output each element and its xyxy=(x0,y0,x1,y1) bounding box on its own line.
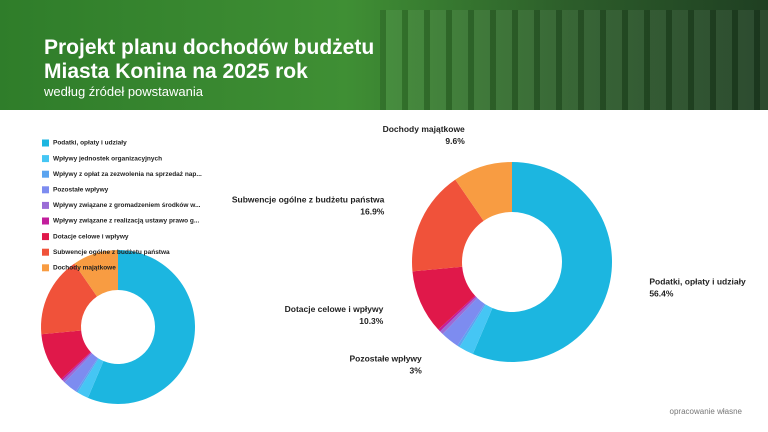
donut-slice xyxy=(74,250,118,297)
legend-label: Subwencje ogólne z budżetu państwa xyxy=(53,249,170,256)
slice-name: Dotacje celowe i wpływy xyxy=(285,304,384,314)
donut-slice xyxy=(459,304,493,355)
title: Projekt planu dochodów budżetu Miasta Ko… xyxy=(44,36,375,83)
donut-slice xyxy=(41,330,91,380)
slice-name: Pozostałe wpływy xyxy=(350,354,423,364)
donut-slice xyxy=(439,296,478,335)
donut-slice xyxy=(75,357,99,393)
legend-swatch xyxy=(42,264,49,272)
value-label: 9.6% xyxy=(445,136,465,146)
legend-label: Wpływy z opłat za zezwolenia na sprzedaż… xyxy=(53,171,202,178)
legend-swatch xyxy=(42,155,49,163)
donut-slice xyxy=(61,351,92,381)
legend-label: Dochody majątkowe xyxy=(53,265,116,272)
donut-slice xyxy=(442,298,485,346)
value-label: 3% xyxy=(409,366,422,376)
donut-slice xyxy=(412,266,476,330)
value-label: 56.4% xyxy=(649,289,674,299)
donut-slice xyxy=(41,263,98,335)
value-label: 10.3% xyxy=(359,316,384,326)
legend-label: Wpływy jednostek organizacyjnych xyxy=(53,155,162,162)
legend-swatch xyxy=(42,248,49,256)
donut-slice xyxy=(472,162,612,362)
legend-swatch xyxy=(42,201,49,209)
slice-name: Subwencje ogólne z budżetu państwa xyxy=(232,194,385,204)
slice-name: Dochody majątkowe xyxy=(383,124,465,134)
legend-swatch xyxy=(42,233,49,241)
slice-name: Podatki, opłaty i udziały xyxy=(649,277,746,287)
donut-slice xyxy=(455,162,512,221)
donut-slice xyxy=(457,303,486,348)
donut-slice xyxy=(64,353,98,392)
legend-swatch xyxy=(42,217,49,225)
legend-swatch xyxy=(42,170,49,178)
donut-slice xyxy=(412,179,484,272)
donut-slice xyxy=(77,358,104,398)
footer: opracowanie własne xyxy=(669,407,743,416)
legend-swatch xyxy=(42,186,49,194)
donut-slice xyxy=(438,295,476,332)
legend-label: Dotacje celowe i wpływy xyxy=(53,233,129,240)
donut-slice xyxy=(62,352,93,383)
legend-label: Wpływy związane z gromadzeniem środków w… xyxy=(53,202,201,209)
value-label: 16.9% xyxy=(360,206,385,216)
subtitle: według źródeł powstawania xyxy=(44,84,203,99)
legend-label: Podatki, opłaty i udziały xyxy=(53,140,127,147)
legend-swatch xyxy=(42,139,49,147)
header xyxy=(0,0,768,110)
donut-slice xyxy=(87,250,195,404)
legend-label: Pozostałe wpływy xyxy=(53,187,109,194)
header-image xyxy=(380,10,768,110)
legend-label: Wpływy związane z realizacją ustawy praw… xyxy=(53,218,199,225)
